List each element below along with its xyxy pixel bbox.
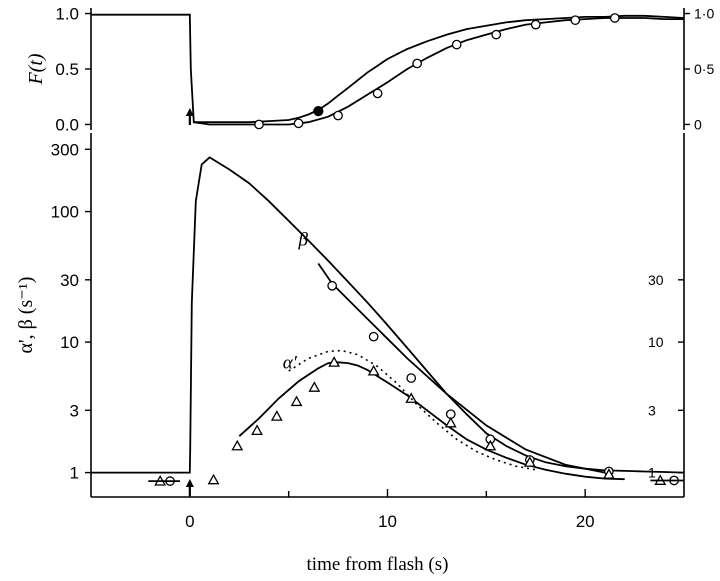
bottom-series-1-marker	[327, 280, 338, 291]
top-series-1-marker	[570, 15, 581, 26]
top-series-1-marker	[254, 119, 264, 130]
top-series-1-marker	[412, 58, 422, 69]
bottom-y-axis-title: α', β (s⁻¹)	[15, 277, 37, 354]
bottom-left-tick-label: 1	[70, 464, 79, 483]
bottom-left-tick-label: 30	[60, 271, 79, 290]
top-flash-arrow	[185, 108, 194, 125]
bottom-series-0-line	[91, 156, 685, 474]
top-series-2-marker	[313, 105, 324, 117]
top-right-tick-label: 0	[694, 116, 702, 132]
bottom-right-tick-label: 30	[648, 272, 664, 288]
top-series-1-marker	[530, 19, 541, 30]
top-series-1-marker	[293, 118, 304, 129]
top-series-1-marker	[333, 110, 343, 121]
top-y-axis-title: F(t)	[25, 53, 47, 85]
top-series-1-marker	[491, 29, 502, 40]
bottom-series-2-marker	[484, 439, 497, 451]
bottom-series-2-marker	[290, 395, 303, 407]
flash-arrow-head	[185, 108, 194, 116]
bottom-series-2-marker	[308, 381, 321, 392]
bottom-left-tick-label: 300	[51, 140, 79, 159]
bottom-left-tick-label: 3	[70, 401, 79, 420]
alpha-curve-label: α′	[283, 352, 298, 373]
top-series-0-line	[91, 13, 685, 124]
bottom-series-2-marker	[328, 356, 341, 367]
bottom-series-1-line	[317, 262, 606, 474]
top-series-1-marker	[609, 13, 620, 23]
bottom-right-tick-label: 10	[648, 334, 664, 350]
bottom-series-2-marker	[602, 468, 615, 479]
beta-curve-label: β	[298, 229, 309, 250]
x-tick-label: 0	[185, 512, 194, 531]
bottom-series-2-marker	[367, 364, 380, 376]
bottom-left-tick-label: 10	[60, 333, 79, 352]
bottom-flash-arrow	[185, 479, 194, 496]
bottom-right-tick-label: 3	[648, 402, 656, 418]
x-tick-label: 20	[576, 512, 595, 531]
bottom-series-2-marker	[270, 410, 283, 421]
top-right-tick-label: 0·5	[694, 61, 714, 77]
bottom-series-1-marker	[368, 331, 379, 342]
top-series-1-marker	[451, 39, 462, 50]
bottom-series-2-marker	[444, 416, 457, 428]
top-left-tick-label: 0.0	[55, 115, 79, 134]
bottom-series-2-marker	[405, 392, 418, 403]
top-series-1-marker	[372, 88, 383, 99]
top-left-tick-label: 1.0	[55, 5, 79, 24]
top-panel: 0.0 0.5 1.0 0 0·5 1·0	[55, 5, 714, 135]
bottom-series-3-line	[288, 349, 536, 471]
bottom-series-2-marker	[207, 473, 220, 485]
top-left-tick-label: 0.5	[55, 60, 79, 79]
bottom-series-2-marker	[523, 456, 536, 467]
bottom-series-2-marker	[231, 439, 244, 451]
x-axis-title: time from flash (s)	[307, 554, 449, 575]
flash-arrow-head	[185, 479, 194, 487]
x-tick-label: 10	[378, 512, 397, 531]
top-right-tick-label: 1·0	[694, 6, 714, 22]
top-series-1-line	[193, 17, 684, 126]
bottom-series-1-marker	[406, 373, 417, 383]
bottom-series-2-marker	[251, 424, 263, 436]
bottom-left-tick-label: 100	[51, 203, 79, 222]
